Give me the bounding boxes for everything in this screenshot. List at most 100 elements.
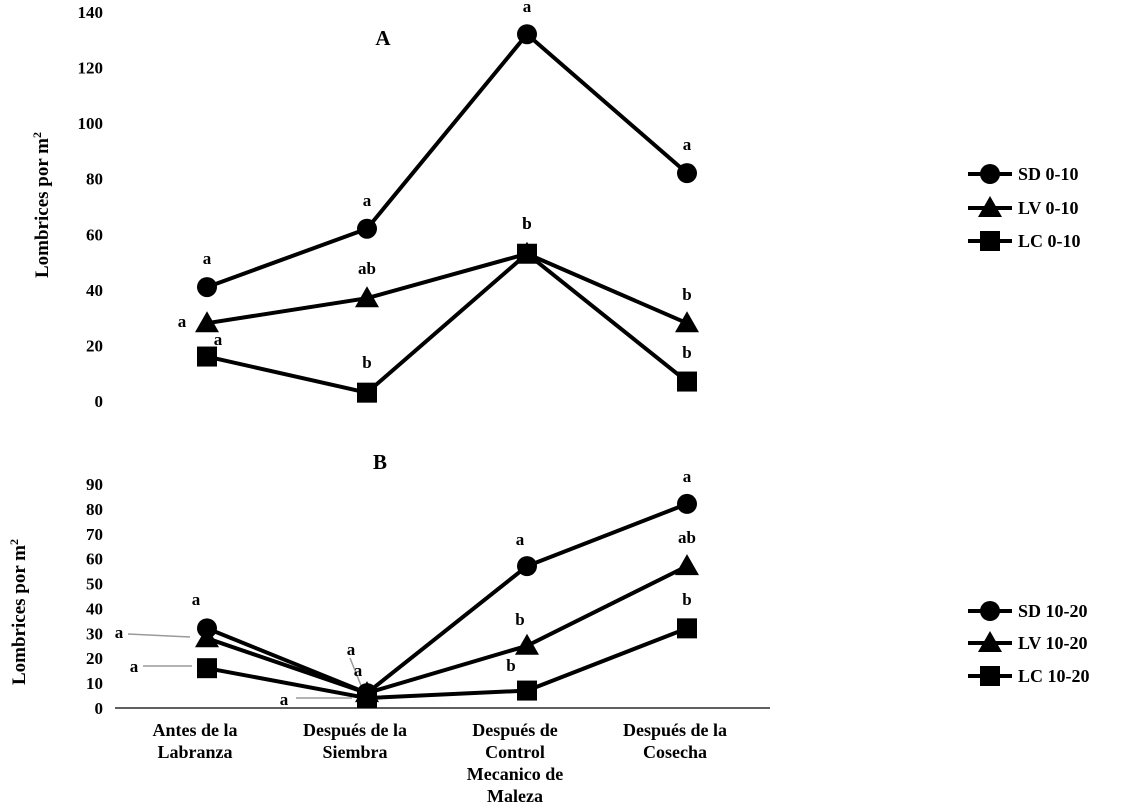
y-tick-label: 100 (78, 114, 104, 133)
significance-letter: a (516, 530, 525, 549)
y-tick-label: 0 (95, 699, 104, 718)
x-tick-label: Labranza (157, 742, 232, 762)
legend: SD 10-20 LV 10-20 LC 10-20 (968, 601, 1090, 686)
y-tick-label: 50 (86, 575, 103, 594)
y-tick-label: 120 (78, 59, 104, 78)
data-point-triangle (675, 554, 699, 576)
data-point-square (677, 618, 697, 639)
significance-letter: ab (358, 259, 376, 278)
significance-letter: b (682, 590, 691, 609)
significance-letter: b (506, 656, 515, 675)
significance-letter: a (130, 657, 139, 676)
legend: SD 0-10 LV 0-10 LC 0-10 (968, 164, 1081, 251)
significance-letter: b (515, 610, 524, 629)
chart-panel-a: A 0 20 40 60 80 100 120 140 Lombrices por m2 a a a a a… (30, 0, 1081, 411)
significance-letter: a (280, 690, 289, 709)
legend-marker-square (980, 666, 1000, 686)
panel-label: B (373, 450, 387, 474)
y-tick-label: 10 (86, 674, 103, 693)
data-point-square (197, 658, 217, 679)
significance-letter: b (362, 353, 371, 372)
significance-letter: a (347, 640, 356, 659)
legend-marker-circle (980, 601, 1000, 621)
legend-entry: LV 0-10 (1018, 198, 1079, 218)
y-axis-label: Lombrices por m2 (30, 132, 53, 278)
data-point-triangle (675, 311, 699, 333)
x-tick-label: Antes de la (153, 720, 238, 740)
legend-marker-square (980, 231, 1000, 251)
data-point-square (357, 382, 377, 403)
data-point-circle (197, 277, 217, 298)
data-point-circle (677, 493, 697, 514)
significance-letter: a (683, 135, 692, 154)
data-point-triangle (195, 311, 219, 333)
significance-letter: b (522, 214, 531, 233)
y-tick-label: 40 (86, 599, 103, 618)
legend-marker-circle (980, 164, 1000, 184)
data-point-triangle (515, 633, 539, 655)
annotation-leader-line (127, 633, 191, 638)
annotation-leader-line (349, 657, 363, 689)
y-tick-label: 60 (86, 550, 103, 569)
significance-letter: ab (678, 528, 696, 547)
legend-entry: LC 10-20 (1018, 666, 1090, 686)
data-point-triangle (355, 286, 379, 308)
data-point-circle (677, 163, 697, 184)
legend-marker-triangle (978, 631, 1002, 652)
significance-letter: a (363, 191, 372, 210)
data-point-square (517, 243, 537, 264)
y-tick-label: 70 (86, 525, 103, 544)
data-point-square (517, 680, 537, 701)
series-line-circle (206, 502, 688, 696)
legend-entry: LV 10-20 (1018, 633, 1088, 653)
significance-letter: a (354, 661, 363, 680)
y-tick-label: 90 (86, 475, 103, 494)
y-tick-label: 40 (86, 281, 103, 300)
x-tick-label: Maleza (487, 786, 543, 806)
x-tick-label: Siembra (323, 742, 388, 762)
data-point-square (677, 371, 697, 392)
panel-label: A (375, 26, 391, 50)
data-point-square (197, 346, 217, 367)
y-tick-label: 20 (86, 649, 103, 668)
x-tick-label: Mecanico de (467, 764, 563, 784)
series-line-triangle (206, 564, 688, 696)
y-tick-label: 80 (86, 500, 103, 519)
series-line-square (206, 251, 689, 395)
significance-letter: b (522, 214, 531, 233)
x-tick-label: Cosecha (643, 742, 707, 762)
y-tick-label: 0 (95, 392, 104, 411)
significance-letter: a (683, 467, 692, 486)
legend-entry: SD 10-20 (1018, 601, 1088, 621)
significance-letter: a (214, 330, 223, 349)
significance-letter: a (115, 623, 124, 642)
significance-letter: a (203, 249, 212, 268)
significance-letter: a (178, 312, 187, 331)
y-tick-label: 30 (86, 624, 103, 643)
data-point-circle (357, 218, 377, 239)
y-tick-label: 20 (86, 336, 103, 355)
series-line-square (206, 626, 688, 701)
legend-entry: LC 0-10 (1018, 231, 1081, 251)
x-tick-label: Después de la (303, 720, 407, 740)
data-point-triangle (195, 626, 219, 648)
significance-letter: b (682, 285, 691, 304)
significance-letter: a (192, 590, 201, 609)
series-line-circle (206, 32, 689, 289)
data-point-circle (517, 24, 537, 45)
data-point-square (357, 688, 377, 709)
x-tick-label: Después de la (623, 720, 727, 740)
x-tick-label: Control (485, 742, 545, 762)
data-point-circle (517, 556, 537, 577)
x-tick-label: Después de (472, 720, 558, 740)
significance-letter: a (523, 0, 532, 16)
significance-letter: b (682, 343, 691, 362)
y-axis-label: Lombrices por m2 (7, 539, 30, 685)
y-tick-label: 140 (78, 3, 104, 22)
y-tick-label: 60 (86, 225, 103, 244)
y-tick-label: 80 (86, 170, 103, 189)
legend-entry: SD 0-10 (1018, 164, 1079, 184)
legend-marker-triangle (978, 196, 1002, 217)
